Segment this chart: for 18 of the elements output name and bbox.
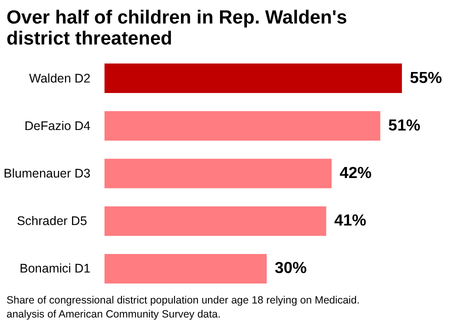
bar: [104, 254, 267, 284]
data-label: 42%: [340, 165, 372, 182]
y-tick-label: Blumenauer D3: [4, 166, 91, 180]
y-tick-label: Bonamici D1: [20, 262, 91, 276]
bar: [104, 206, 326, 236]
text: Share of congressional district population under age 18 relying on Medicaid.: [6, 294, 360, 306]
text: analysis of American Community Survey data.: [6, 308, 221, 320]
data-label: 41%: [334, 212, 366, 230]
bar: [104, 158, 332, 188]
bar: [104, 111, 380, 141]
y-tick-label: Schrader D5: [16, 214, 88, 228]
y-tick-label: Walden D2: [29, 71, 91, 86]
data-label: 51%: [388, 117, 420, 134]
y-tick-label: DeFazio D4: [24, 118, 91, 133]
bar: [104, 64, 402, 94]
chart-title: Over half of children in Rep. Walden's district threatened: [6, 8, 348, 50]
data-label: 30%: [274, 260, 307, 278]
data-label: 55%: [410, 70, 442, 87]
